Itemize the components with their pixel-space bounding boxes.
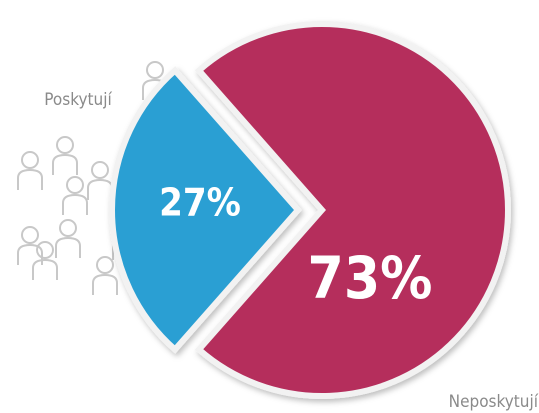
category-label: Poskytují xyxy=(44,90,112,110)
pie: 27% 73% xyxy=(109,21,511,399)
category-label: Neposkytují xyxy=(449,392,539,412)
value-label: 27% xyxy=(159,181,241,225)
pie-slice xyxy=(194,21,511,399)
pie-slice xyxy=(109,66,302,354)
value-label: 73% xyxy=(308,244,433,312)
